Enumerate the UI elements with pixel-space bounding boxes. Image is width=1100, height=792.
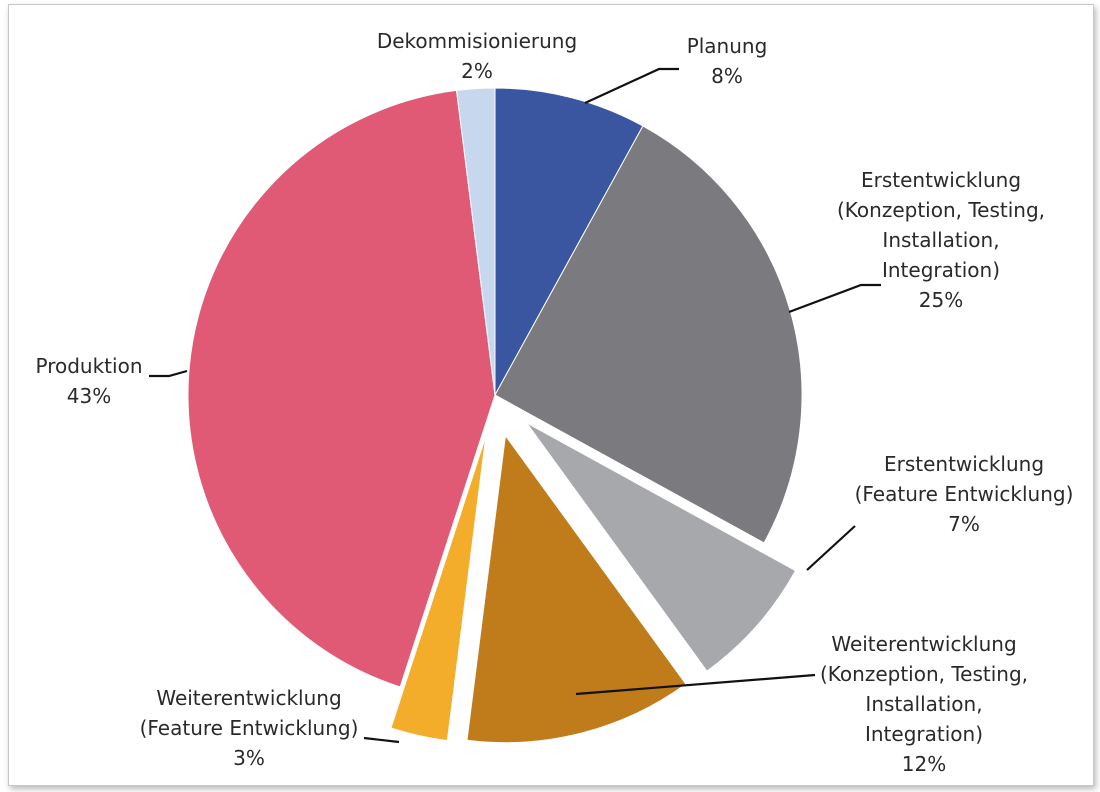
leader-line-5 — [363, 736, 400, 744]
slice-label-4: Weiterentwicklung (Konzeption, Testing, In… — [820, 632, 1028, 776]
slice-percent-5: 3% — [233, 746, 265, 770]
pie-slice-1 — [494, 87, 644, 396]
slice-label-line: (Konzeption, Testing, — [820, 662, 1028, 686]
leader-lines — [149, 67, 881, 744]
slice-label-line: Erstentwicklung — [884, 452, 1044, 476]
slice-label-2: Erstentwicklung (Konzeption, Testing, Inst… — [837, 168, 1045, 312]
slice-label-line: (Feature Entwicklung) — [140, 716, 359, 740]
pie-slice-5 — [390, 435, 487, 742]
pie-slices — [187, 87, 803, 744]
slice-label-line: Erstentwicklung — [861, 168, 1021, 192]
slice-label-5: Weiterentwicklung (Feature Entwicklung) 3% — [140, 686, 359, 770]
leader-line-6 — [149, 369, 188, 378]
pie-slice-3 — [526, 422, 797, 672]
leader-line-2 — [788, 283, 881, 314]
slice-percent-7: 2% — [461, 59, 493, 83]
slice-label-line: Dekommisionierung — [377, 29, 577, 53]
slice-percent-4: 12% — [902, 752, 946, 776]
slice-percent-2: 25% — [919, 288, 963, 312]
slice-percent-6: 43% — [67, 384, 111, 408]
slice-label-line: Weiterentwicklung — [831, 632, 1016, 656]
leader-line-1 — [584, 67, 679, 104]
slice-labels: Planung 8% Erstentwicklung (Konzeption, Tes… — [36, 29, 1074, 776]
pie-slice-2 — [494, 125, 803, 544]
slice-label-line: Produktion — [36, 354, 143, 378]
slice-label-7: Dekommisionierung 2% — [377, 29, 577, 83]
slice-percent-3: 7% — [948, 512, 980, 536]
slice-label-line: Integration) — [882, 258, 1000, 282]
slice-label-line: Installation, — [882, 228, 999, 252]
pie-chart: Planung 8% Erstentwicklung (Konzeption, Tes… — [36, 29, 1074, 776]
slice-label-6: Produktion 43% — [36, 354, 143, 408]
pie-slice-7 — [455, 87, 496, 396]
leader-line-3 — [806, 525, 856, 571]
slice-percent-1: 8% — [711, 64, 743, 88]
leader-line-4 — [575, 673, 816, 696]
slice-label-line: (Konzeption, Testing, — [837, 198, 1045, 222]
slice-label-1: Planung 8% — [687, 34, 768, 88]
slice-label-line: Installation, — [865, 692, 982, 716]
slice-label-3: Erstentwicklung (Feature Entwicklung) 7% — [855, 452, 1074, 536]
slice-label-line: Weiterentwicklung — [156, 686, 341, 710]
slice-label-line: (Feature Entwicklung) — [855, 482, 1074, 506]
chart-frame: Planung 8% Erstentwicklung (Konzeption, Tes… — [8, 4, 1094, 786]
slice-label-line: Integration) — [865, 722, 983, 746]
pie-slice-6 — [187, 89, 496, 688]
pie-slice-4 — [466, 434, 687, 744]
slice-label-line: Planung — [687, 34, 768, 58]
